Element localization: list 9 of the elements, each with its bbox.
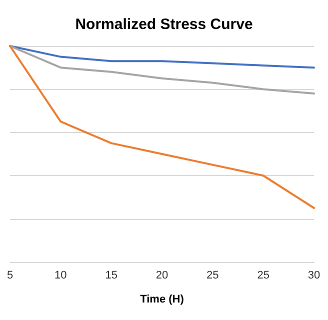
x-tick-label: 25: [257, 270, 270, 282]
x-tick-label: 5: [6, 270, 14, 282]
x-tick-label: 25: [206, 270, 219, 282]
x-tick-label: 20: [156, 270, 168, 282]
x-tick-label: 15: [105, 270, 118, 282]
x-tick-label: 30: [308, 270, 320, 282]
chart-title: Normalized Stress Curve: [75, 16, 253, 33]
x-tick-label: 10: [54, 270, 67, 282]
x-axis-title: Time (H): [140, 294, 184, 306]
